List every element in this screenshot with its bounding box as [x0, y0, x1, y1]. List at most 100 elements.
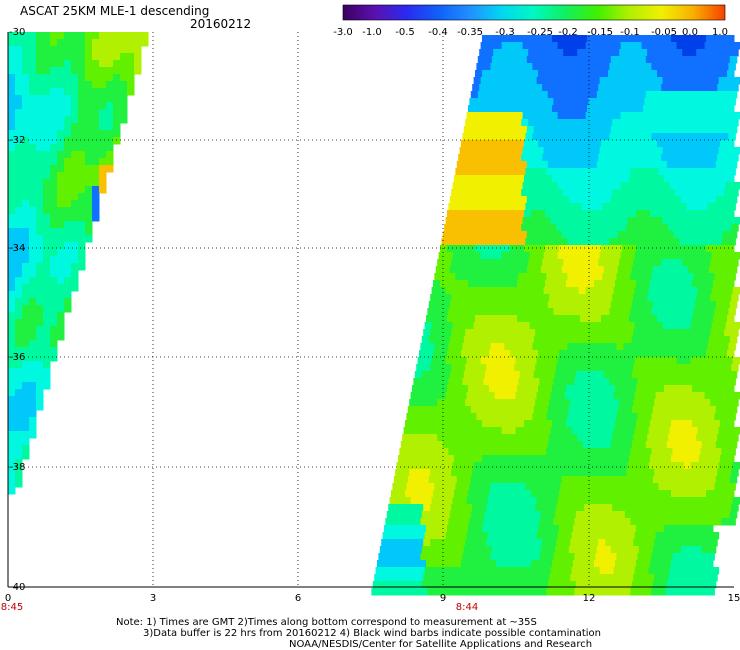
swath-cell — [626, 434, 634, 442]
swath-cell — [525, 308, 533, 316]
swath-cell — [529, 77, 538, 85]
swath-cell — [553, 238, 561, 246]
swath-cell — [8, 291, 16, 299]
swath-cell — [676, 287, 685, 295]
swath-cell — [630, 63, 638, 71]
swath-cell — [547, 581, 556, 589]
swath-cell — [574, 238, 582, 246]
swath-cell — [22, 249, 30, 257]
swath-cell — [678, 490, 686, 498]
swath-cell — [517, 560, 525, 568]
swath-cell — [484, 266, 493, 274]
swath-cell — [517, 70, 525, 78]
swath-cell — [610, 581, 619, 589]
swath-cell — [620, 77, 629, 85]
swath-cell — [456, 231, 465, 239]
swath-cell — [651, 168, 659, 176]
swath-cell — [570, 49, 578, 57]
swath-cell — [724, 119, 732, 127]
swath-cell — [483, 518, 491, 526]
swath-cell — [596, 196, 605, 204]
swath-cell — [647, 49, 655, 57]
swath-cell — [644, 588, 652, 596]
swath-cell — [526, 546, 535, 554]
swath-cell — [64, 242, 72, 250]
swath-cell — [78, 207, 86, 215]
swath-cell — [679, 238, 687, 246]
swath-cell — [503, 560, 511, 568]
swath-cell — [700, 588, 708, 596]
swath-cell — [699, 280, 707, 288]
swath-cell — [465, 504, 473, 512]
swath-cell — [580, 385, 588, 393]
swath-cell — [512, 91, 521, 99]
swath-cell — [92, 46, 100, 54]
swath-cell — [535, 189, 543, 197]
swath-cell — [463, 231, 472, 239]
swath-cell — [442, 581, 451, 589]
swath-cell — [577, 294, 585, 302]
swath-cell — [454, 385, 462, 393]
swath-cell — [568, 406, 577, 414]
swath-cell — [657, 280, 665, 288]
swath-cell — [659, 196, 668, 204]
swath-cell — [560, 63, 568, 71]
swath-cell — [479, 224, 487, 232]
swath-cell — [647, 399, 655, 407]
swath-cell — [424, 462, 433, 470]
swath-cell — [648, 322, 657, 330]
swath-cell — [525, 238, 533, 246]
swath-cell — [581, 553, 589, 561]
swath-cell — [652, 371, 661, 379]
swath-cell — [602, 483, 610, 491]
swath-cell — [490, 483, 498, 491]
swath-cell — [731, 434, 739, 442]
swath-cell — [43, 165, 51, 173]
swath-cell — [22, 424, 30, 432]
swath-cell — [78, 39, 86, 47]
swath-cell — [634, 147, 643, 155]
swath-cell — [629, 420, 637, 428]
swath-cell — [694, 91, 703, 99]
swath-cell — [553, 553, 561, 561]
swath-cell — [85, 81, 93, 89]
swath-cell — [731, 399, 739, 407]
swath-cell — [651, 483, 659, 491]
swath-cell — [724, 364, 732, 372]
swath-cell — [682, 329, 690, 337]
swath-cell — [595, 343, 603, 351]
swath-cell — [99, 172, 107, 180]
swath-cell — [57, 326, 65, 334]
swath-cell — [512, 336, 521, 344]
swath-cell — [570, 189, 578, 197]
swath-cell — [644, 483, 652, 491]
swath-cell — [694, 231, 703, 239]
swath-cell — [400, 511, 409, 519]
swath-cell — [486, 329, 494, 337]
swath-cell — [515, 42, 524, 50]
swath-cell — [651, 518, 659, 526]
swath-cell — [655, 427, 664, 435]
swath-cell — [442, 406, 451, 414]
swath-cell — [539, 343, 547, 351]
swath-cell — [64, 46, 72, 54]
swath-cell — [615, 455, 623, 463]
swath-cell — [510, 490, 518, 498]
swath-cell — [36, 403, 44, 411]
swath-cell — [592, 252, 601, 260]
swath-cell — [575, 511, 584, 519]
swath-cell — [22, 270, 30, 278]
swath-cell — [612, 189, 620, 197]
swath-cell — [456, 371, 465, 379]
swath-cell — [461, 525, 469, 533]
swath-cell — [678, 70, 686, 78]
swath-cell — [490, 413, 498, 421]
swath-cell — [500, 364, 508, 372]
swath-cell — [549, 224, 557, 232]
swath-cell — [463, 196, 472, 204]
swath-cell — [36, 249, 44, 257]
swath-cell — [512, 511, 521, 519]
swath-cell — [36, 228, 44, 236]
swath-cell — [559, 70, 567, 78]
swath-cell — [8, 123, 16, 131]
